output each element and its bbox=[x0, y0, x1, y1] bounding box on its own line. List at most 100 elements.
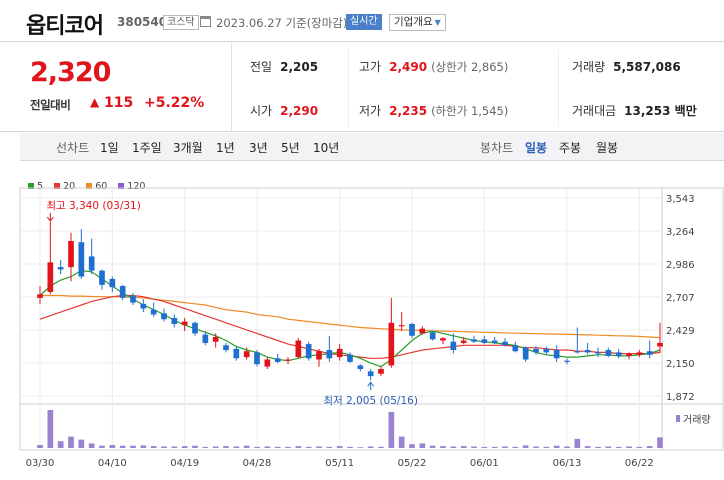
legend-label: 20 bbox=[63, 181, 76, 192]
candle-body bbox=[491, 340, 498, 343]
candle-body bbox=[471, 339, 477, 342]
volume-bar bbox=[502, 446, 508, 448]
legend-label: 120 bbox=[127, 181, 146, 192]
plot-frame bbox=[19, 187, 724, 451]
volume-bar bbox=[419, 443, 426, 448]
candle-body bbox=[564, 360, 570, 362]
candle-body bbox=[615, 352, 622, 356]
volume-bar bbox=[192, 445, 198, 448]
candle-body bbox=[150, 309, 157, 315]
candle-body bbox=[295, 340, 302, 358]
x-tick-label: 05/22 bbox=[398, 458, 427, 469]
line-chart-label: 선차트 bbox=[56, 141, 90, 155]
current-price: 2,320 bbox=[30, 57, 111, 88]
volume-bar bbox=[636, 446, 643, 448]
legend-swatch bbox=[86, 183, 93, 189]
volume-bar bbox=[543, 446, 550, 448]
candle-body bbox=[336, 348, 343, 358]
volume-bar bbox=[522, 445, 529, 448]
candle-body bbox=[99, 270, 105, 285]
volume-bar bbox=[130, 445, 136, 448]
candle-body bbox=[109, 278, 116, 288]
volume-bar bbox=[99, 445, 105, 448]
volume-bar bbox=[615, 446, 622, 448]
volume-bar bbox=[626, 446, 632, 448]
volume-bar bbox=[326, 446, 333, 448]
volume-bar bbox=[243, 445, 250, 448]
period-tab[interactable]: 1년 bbox=[216, 141, 235, 155]
volume-bar bbox=[212, 446, 219, 448]
candle-body bbox=[326, 350, 333, 359]
volume-bar bbox=[657, 437, 663, 448]
volume-bar bbox=[409, 444, 415, 448]
volume-bar bbox=[202, 446, 209, 448]
volume-bar bbox=[47, 410, 54, 448]
volume-bar bbox=[171, 446, 178, 448]
volume-bar bbox=[491, 446, 498, 448]
volume-bar bbox=[646, 446, 653, 448]
period-tab[interactable]: 3개월 bbox=[173, 141, 203, 155]
ma-legend: 5 20 60 120 bbox=[28, 181, 153, 192]
stat-label: 거래대금 bbox=[572, 104, 617, 118]
period-tab[interactable]: 10년 bbox=[313, 141, 340, 155]
stat-prev-close: 전일 2,205 bbox=[250, 58, 318, 75]
candle-body bbox=[264, 359, 271, 367]
candle-body bbox=[47, 262, 54, 292]
candle-body bbox=[595, 352, 601, 354]
candle-tab-monthly[interactable]: 월봉 bbox=[596, 141, 619, 155]
candle-body bbox=[192, 322, 198, 334]
candle-body bbox=[646, 351, 653, 355]
candle-body bbox=[212, 336, 219, 342]
price-summary: 2,320 전일대비 ▲ 115 +5.22% 전일 2,205 시가 2,290 … bbox=[0, 43, 724, 132]
volume-bar bbox=[109, 444, 116, 448]
realtime-button[interactable]: 실시간 bbox=[346, 14, 382, 30]
stat-value: 2,490 bbox=[389, 60, 428, 74]
y-tick-label: 3,264 bbox=[666, 227, 695, 238]
candle-body bbox=[37, 294, 43, 298]
candle-body bbox=[574, 351, 581, 353]
candle-body bbox=[533, 348, 539, 353]
volume-label: 거래량 bbox=[683, 414, 711, 426]
volume-legend-swatch bbox=[676, 415, 680, 422]
legend-item-ma60: 60 bbox=[86, 181, 107, 192]
candle-body bbox=[88, 256, 95, 271]
candle-body bbox=[636, 352, 643, 355]
volume-bar bbox=[584, 446, 591, 448]
stat-label: 시가 bbox=[250, 104, 273, 118]
candle-body bbox=[130, 295, 136, 303]
volume-bar bbox=[398, 436, 405, 448]
stat-high: 고가 2,490 (상한가 2,865) bbox=[359, 58, 508, 75]
caret-down-icon: ▼ bbox=[434, 18, 441, 27]
period-tab[interactable]: 3년 bbox=[249, 141, 268, 155]
current-price-box: 2,320 전일대비 ▲ 115 +5.22% bbox=[20, 43, 232, 132]
stat-label: 거래량 bbox=[572, 60, 606, 74]
volume-bar bbox=[450, 446, 457, 448]
candle-body bbox=[502, 341, 508, 346]
candle-tab-weekly[interactable]: 주봉 bbox=[559, 141, 582, 155]
company-overview-dropdown[interactable]: 기업개요 ▼ bbox=[389, 14, 446, 31]
volume-bar bbox=[388, 411, 395, 448]
period-tab[interactable]: 5년 bbox=[281, 141, 300, 155]
candle-body bbox=[202, 334, 209, 343]
candle-tab-daily[interactable]: 일봉 bbox=[525, 141, 548, 155]
volume-bar bbox=[605, 446, 612, 448]
candle-body bbox=[57, 267, 64, 270]
volume-bar bbox=[295, 446, 302, 448]
stock-code: 380540 bbox=[117, 15, 168, 29]
period-tab[interactable]: 1주일 bbox=[132, 141, 162, 155]
stat-value: 13,253 백만 bbox=[624, 104, 697, 118]
volume-bar bbox=[347, 446, 353, 448]
period-tab[interactable]: 1일 bbox=[100, 141, 119, 155]
volume-bar bbox=[378, 446, 384, 448]
candle-body bbox=[450, 341, 457, 351]
stat-low: 저가 2,235 (하한가 1,545) bbox=[359, 102, 508, 119]
volume-bar bbox=[233, 446, 240, 448]
y-tick-label: 2,986 bbox=[666, 260, 695, 271]
candle-body bbox=[305, 344, 312, 359]
stat-value: 5,587,086 bbox=[613, 60, 681, 74]
volume-bar bbox=[68, 436, 74, 448]
legend-swatch bbox=[28, 183, 34, 189]
legend-swatch bbox=[118, 183, 125, 189]
volume-bar bbox=[88, 443, 95, 448]
